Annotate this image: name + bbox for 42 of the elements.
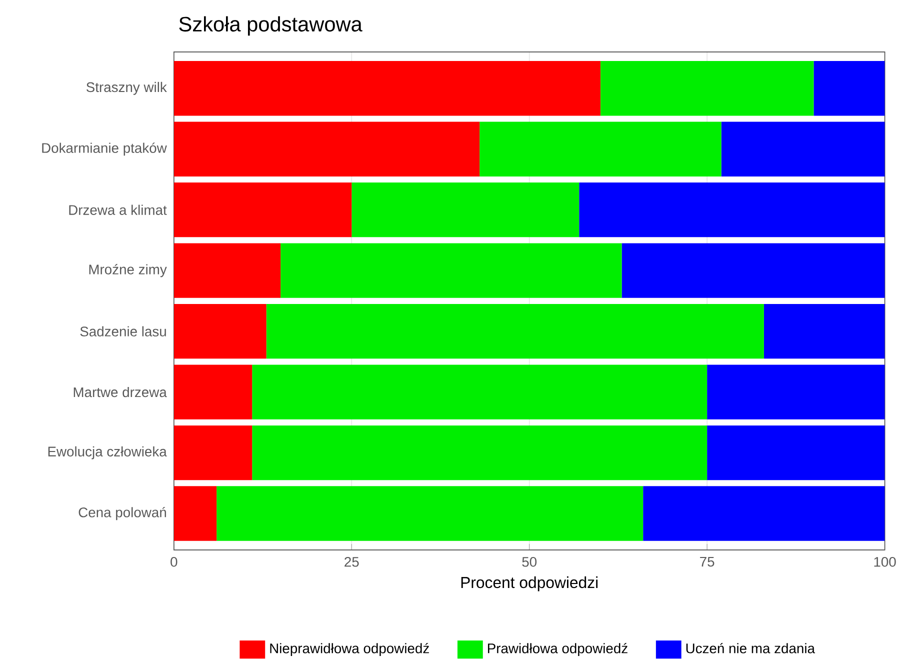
bar bbox=[643, 486, 885, 541]
y-tick-label: Martwe drzewa bbox=[74, 386, 167, 398]
x-tick-label: 50 bbox=[522, 556, 537, 567]
y-tick-label: Drzewa a klimat bbox=[69, 204, 167, 215]
bar bbox=[174, 425, 252, 480]
x-tick-label: 25 bbox=[344, 556, 359, 567]
x-tick-label: 100 bbox=[874, 556, 896, 567]
y-tick-label: Ewolucja człowieka bbox=[48, 446, 167, 460]
bar bbox=[707, 425, 885, 480]
legend-label: Uczeń nie ma zdania bbox=[686, 642, 815, 654]
y-tick-label: Dokarmianie ptaków bbox=[42, 142, 167, 156]
x-tick-label: 0 bbox=[170, 556, 178, 567]
bar bbox=[174, 304, 266, 359]
bar bbox=[480, 122, 722, 176]
bar bbox=[280, 243, 622, 298]
bar bbox=[721, 122, 885, 176]
y-tick-label: Cena polowań bbox=[78, 506, 166, 520]
legend-label: Nieprawidłowa odpowiedź bbox=[270, 642, 429, 656]
bar bbox=[174, 61, 600, 116]
bar bbox=[764, 304, 885, 359]
bar bbox=[216, 486, 644, 541]
chart-title: Szkoła podstawowa bbox=[179, 16, 362, 36]
bar bbox=[174, 122, 480, 176]
bar bbox=[252, 364, 708, 420]
bar bbox=[174, 364, 252, 420]
bar bbox=[252, 425, 708, 480]
legend-label: Prawidłowa odpowiedź bbox=[488, 642, 628, 656]
bar bbox=[579, 182, 885, 238]
x-axis-title: Procent odpowiedzi bbox=[461, 576, 598, 592]
bar bbox=[814, 61, 885, 116]
bar bbox=[174, 486, 217, 541]
bar bbox=[600, 61, 814, 116]
bar bbox=[266, 304, 764, 359]
y-tick-label: Sadzenie lasu bbox=[80, 326, 166, 336]
bar bbox=[174, 182, 352, 238]
bar bbox=[707, 364, 885, 420]
y-tick-label: Mroźne zimy bbox=[89, 264, 167, 278]
bar bbox=[174, 243, 281, 298]
bar bbox=[352, 182, 580, 238]
bar bbox=[622, 243, 885, 298]
y-tick-label: Straszny wilk bbox=[86, 82, 167, 95]
x-tick-label: 75 bbox=[700, 556, 714, 567]
